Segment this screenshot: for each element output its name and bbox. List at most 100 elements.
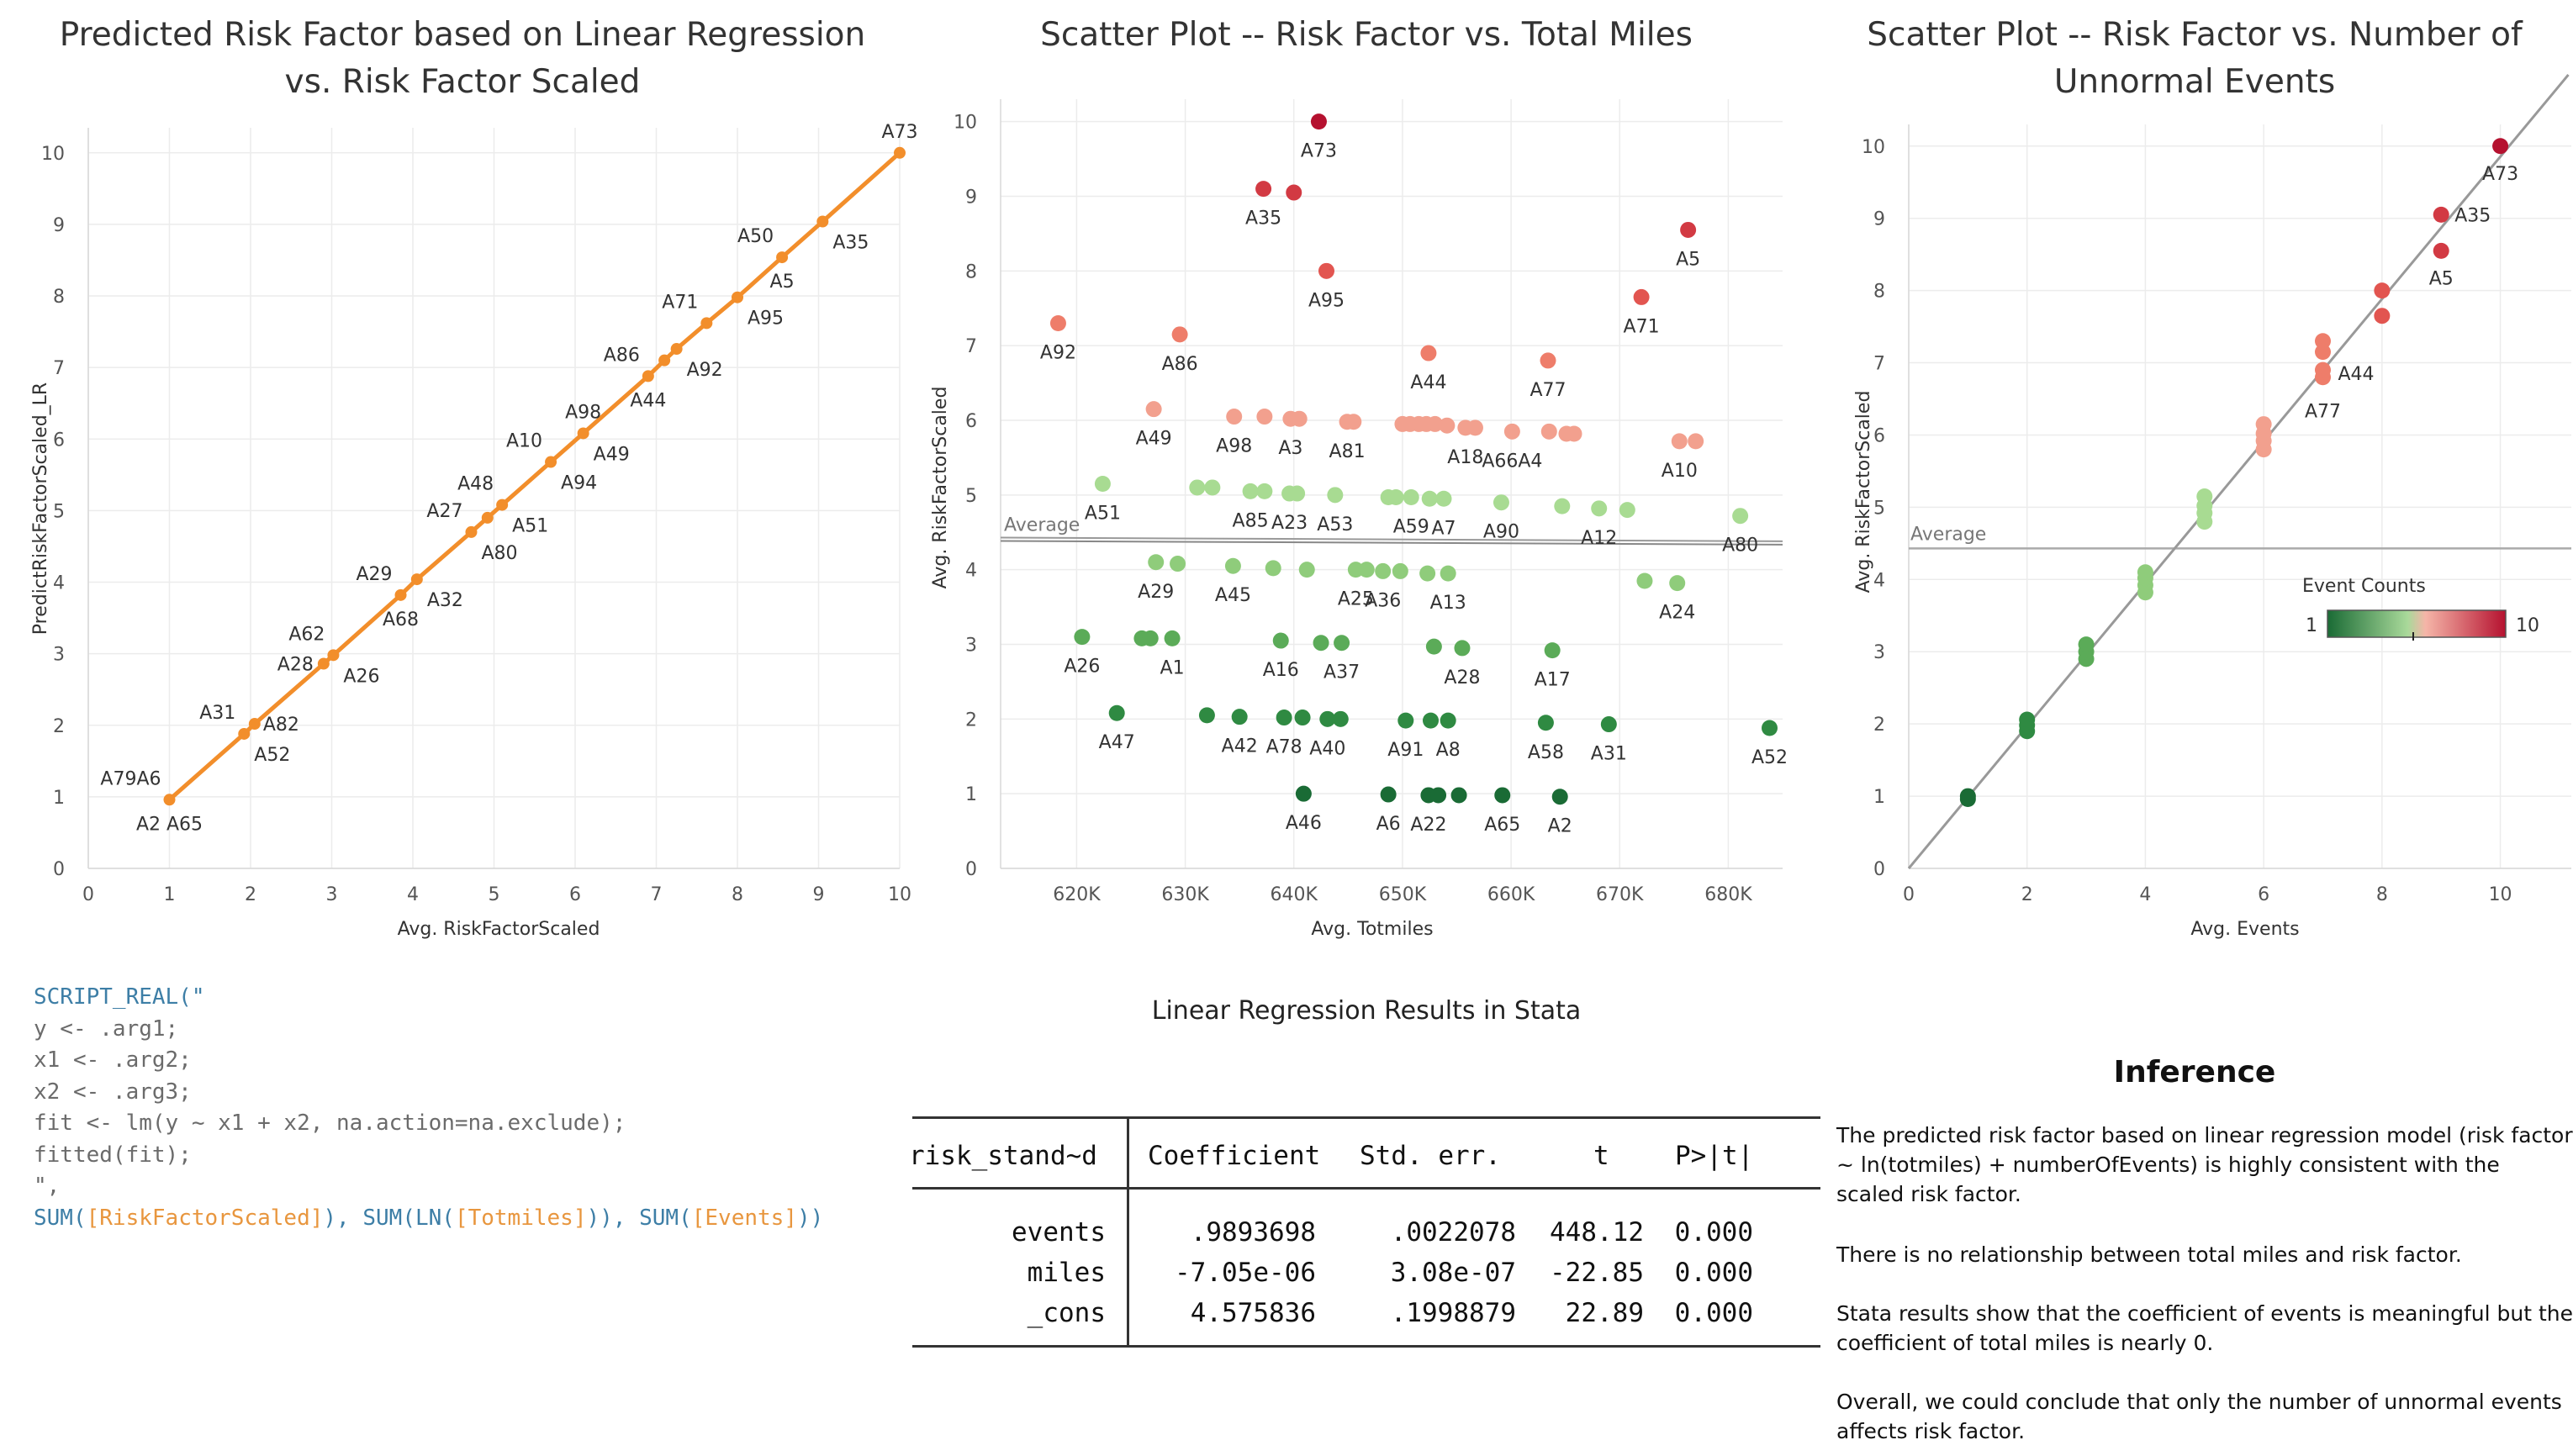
stata-cell: 22.89 [1565,1298,1644,1328]
point-label: A12 [1581,528,1617,549]
stata-divider [1127,1116,1129,1347]
data-point [670,343,683,356]
point-label: A29 [356,564,392,585]
point-label: A37 [1323,662,1360,683]
point-label: A92 [687,360,723,381]
point-label: A80 [481,543,517,564]
data-point [317,657,330,670]
scatter-point [1145,401,1162,418]
scatter-point [2374,282,2391,299]
y-tick-label: 9 [965,187,977,208]
scatter-point [1397,712,1414,729]
point-label: A2 [1548,816,1572,837]
point-label: A35 [832,233,869,254]
scatter-point [1493,494,1509,511]
point-label: A51 [512,516,548,537]
point-label: A73 [2482,164,2518,185]
x-tick-label: 5 [489,884,500,905]
point-label: A50 [737,226,774,247]
point-label: A81 [1329,441,1366,462]
scatter-point [1108,704,1125,721]
point-label: A65 [1484,815,1520,836]
point-label: A52 [254,745,290,766]
scatter-point [1762,720,1778,736]
scatter-point [1551,789,1568,805]
point-label: A71 [662,292,698,313]
inference-p2: There is no relationship between total m… [1836,1242,2462,1267]
point-label: A82 [263,715,299,736]
y-tick-label: 6 [965,411,977,432]
chart2-ylabel: Avg. RiskFactorScaled [930,387,951,589]
scatter-point [1318,262,1334,279]
point-label: A49 [594,444,630,465]
scatter-point [1494,787,1511,804]
x-tick-label: 640K [1271,884,1318,905]
scatter-point [1142,630,1159,646]
scatter-point [1310,113,1327,130]
stata-cell: .0022078 [1390,1217,1516,1248]
scatter-point [1298,562,1315,578]
scatter-point [1380,786,1397,803]
chart1-ylabel: PredictRiskFactorScaled_LR [30,382,51,635]
scatter-point [1231,709,1248,725]
scatter-point [1276,710,1292,726]
scatter-point [1224,557,1241,574]
x-tick-label: 8 [732,884,743,905]
y-tick-label: 5 [965,486,977,507]
scatter-point [1591,500,1608,517]
scatter-point [1680,221,1697,238]
point-label: A24 [1659,603,1695,624]
data-point [394,588,407,601]
stata-cell: -7.05e-06 [1175,1258,1316,1288]
stata-row-label: _cons [1027,1298,1106,1328]
stata-cell: .9893698 [1190,1217,1316,1248]
x-tick-label: 4 [2139,884,2151,905]
scatter-point [1319,710,1336,727]
scatter-point [1049,315,1066,332]
point-label: A51 [1085,504,1121,525]
code-fn: )), [586,1205,640,1231]
x-tick-label: 8 [2376,884,2388,905]
scatter-point [2019,711,2036,728]
average-label: Average [1004,514,1080,535]
x-tick-label: 6 [2258,884,2269,905]
scatter-point [1454,640,1471,657]
chart3-plot: 0 2 4 6 8 10 0 1 2 3 4 5 6 7 8 9 10 Average A77 A44 A5 A35 A73 [1862,74,2571,905]
data-point [700,317,713,330]
scatter-point [1423,712,1439,729]
average-label: Average [1910,524,1986,545]
y-tick-label: 9 [1873,209,1885,230]
point-label: A85 [1233,510,1269,531]
x-tick-label: 6 [569,884,581,905]
point-label: A48 [457,474,494,495]
y-tick-label: 2 [1873,715,1885,736]
code-fn: )) [796,1205,824,1231]
point-label: A36 [1365,590,1401,611]
y-tick-label: 7 [965,336,977,357]
x-tick-label: 650K [1379,884,1427,905]
x-tick-label: 7 [651,884,663,905]
stata-bottom-rule [912,1345,1820,1348]
y-tick-label: 0 [965,859,977,880]
point-label: A80 [1722,535,1758,557]
x-tick-label: 2 [2021,884,2033,905]
y-tick-label: 5 [1873,498,1885,519]
scatter-point [2078,636,2095,653]
chart2-plot: 620K 630K 640K 650K 660K 670K 680K 0 1 2 3 4 5 6 7 8 9 10… [954,99,1788,905]
scatter-point [1540,352,1556,369]
point-label: A22 [1410,815,1446,836]
scatter-point [1327,487,1344,504]
average-line [1000,540,1783,546]
point-label: A1 [1160,657,1185,678]
y-tick-label: 7 [53,358,65,379]
point-label: A45 [1215,585,1251,606]
stata-cell: 448.12 [1550,1217,1644,1248]
stata-cell: 0.000 [1674,1298,1753,1328]
stata-header-depvar: risk_stand~d [909,1141,1097,1171]
scatter-point [1074,629,1091,646]
scatter-point [2315,361,2331,378]
scatter-point [2492,138,2509,155]
inference-p3: Stata results show that the coefficient … [1836,1301,2573,1355]
legend-max: 10 [2516,615,2539,636]
code-field: [RiskFactorScaled] [86,1205,324,1231]
